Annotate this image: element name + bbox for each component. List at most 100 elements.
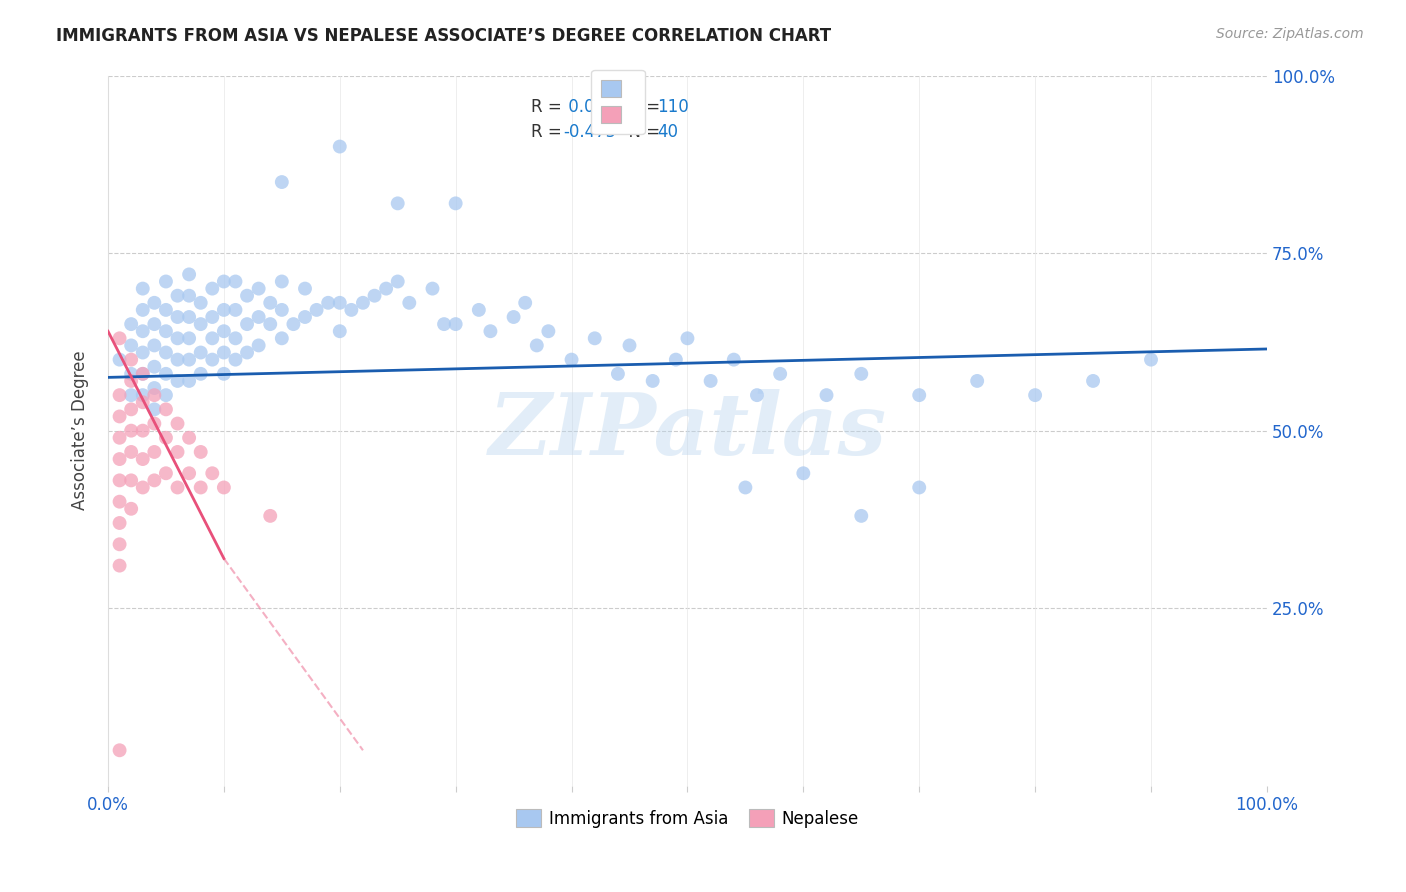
Point: [190, 317, 212, 331]
Point: [108, 474, 131, 488]
Point: [479, 324, 502, 338]
Point: [433, 317, 456, 331]
Point: [641, 374, 664, 388]
Text: N =: N =: [617, 98, 665, 117]
Text: R =: R =: [531, 98, 567, 117]
Point: [908, 388, 931, 402]
Point: [155, 431, 177, 445]
Point: [329, 295, 352, 310]
Point: [444, 196, 467, 211]
Point: [734, 480, 756, 494]
Point: [316, 295, 339, 310]
Point: [132, 424, 155, 438]
Point: [190, 480, 212, 494]
Point: [179, 352, 201, 367]
Point: [108, 331, 131, 345]
Point: [966, 374, 988, 388]
Point: [224, 352, 246, 367]
Point: [201, 331, 224, 345]
Point: [132, 367, 155, 381]
Point: [143, 317, 166, 331]
Point: [190, 345, 212, 359]
Point: [270, 175, 292, 189]
Point: [561, 352, 583, 367]
Point: [143, 474, 166, 488]
Point: [120, 338, 142, 352]
Point: [155, 467, 177, 481]
Point: [723, 352, 745, 367]
Point: [259, 295, 281, 310]
Point: [201, 467, 224, 481]
Point: [143, 417, 166, 431]
Point: [108, 409, 131, 424]
Point: [132, 388, 155, 402]
Point: [270, 331, 292, 345]
Point: [179, 374, 201, 388]
Point: [143, 388, 166, 402]
Y-axis label: Associate’s Degree: Associate’s Degree: [72, 351, 89, 510]
Point: [212, 302, 235, 317]
Point: [190, 445, 212, 459]
Point: [143, 381, 166, 395]
Text: R =: R =: [531, 123, 567, 141]
Point: [166, 445, 188, 459]
Point: [120, 402, 142, 417]
Point: [236, 317, 259, 331]
Point: [665, 352, 688, 367]
Point: [155, 275, 177, 289]
Point: [606, 367, 628, 381]
Point: [340, 302, 363, 317]
Point: [155, 324, 177, 338]
Point: [166, 310, 188, 324]
Point: [398, 295, 420, 310]
Point: [166, 417, 188, 431]
Point: [132, 324, 155, 338]
Point: [166, 352, 188, 367]
Point: [120, 367, 142, 381]
Point: [502, 310, 524, 324]
Point: [224, 302, 246, 317]
Point: [108, 558, 131, 573]
Point: [1081, 374, 1104, 388]
Text: ZIPatlas: ZIPatlas: [488, 389, 887, 473]
Point: [387, 275, 409, 289]
Point: [132, 282, 155, 296]
Point: [120, 445, 142, 459]
Point: [143, 402, 166, 417]
Point: [155, 388, 177, 402]
Point: [247, 338, 270, 352]
Point: [155, 345, 177, 359]
Point: [294, 310, 316, 324]
Point: [247, 282, 270, 296]
Text: 40: 40: [658, 123, 678, 141]
Point: [769, 367, 792, 381]
Text: Source: ZipAtlas.com: Source: ZipAtlas.com: [1216, 27, 1364, 41]
Text: 0.033: 0.033: [564, 98, 616, 117]
Point: [212, 345, 235, 359]
Point: [166, 289, 188, 303]
Point: [745, 388, 768, 402]
Point: [120, 374, 142, 388]
Point: [444, 317, 467, 331]
Point: [179, 467, 201, 481]
Point: [294, 282, 316, 296]
Point: [908, 480, 931, 494]
Point: [108, 743, 131, 757]
Point: [132, 345, 155, 359]
Point: [108, 431, 131, 445]
Point: [236, 289, 259, 303]
Point: [190, 367, 212, 381]
Text: 110: 110: [658, 98, 689, 117]
Point: [155, 367, 177, 381]
Point: [212, 367, 235, 381]
Point: [143, 295, 166, 310]
Point: [143, 338, 166, 352]
Point: [132, 452, 155, 467]
Point: [201, 282, 224, 296]
Text: IMMIGRANTS FROM ASIA VS NEPALESE ASSOCIATE’S DEGREE CORRELATION CHART: IMMIGRANTS FROM ASIA VS NEPALESE ASSOCIA…: [56, 27, 831, 45]
Point: [329, 324, 352, 338]
Point: [201, 352, 224, 367]
Point: [212, 275, 235, 289]
Point: [212, 480, 235, 494]
Point: [166, 480, 188, 494]
